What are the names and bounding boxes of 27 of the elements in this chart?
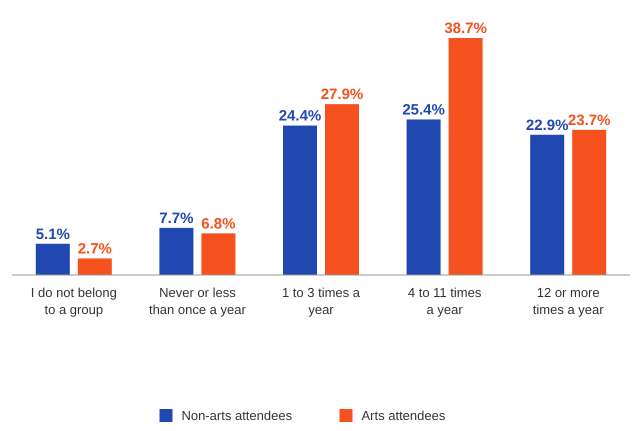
data-label: 5.1% <box>36 226 70 243</box>
data-label: 25.4% <box>402 101 445 118</box>
legend-label: Non-arts attendees <box>182 408 293 423</box>
bar <box>159 228 194 275</box>
bar <box>406 119 441 275</box>
x-tick-label: 12 or more times a year <box>532 285 604 317</box>
bar <box>572 130 606 275</box>
bar <box>283 126 317 275</box>
data-label: 23.7% <box>568 112 610 129</box>
bar <box>78 258 112 275</box>
data-label: 24.4% <box>278 108 322 125</box>
x-tick-label: I do not belong to a group <box>30 285 117 317</box>
bar <box>36 244 70 275</box>
legend-label: Arts attendees <box>362 408 446 423</box>
x-tick-label: 1 to 3 times a year <box>282 285 361 317</box>
x-tick-label: Never or less than once a year <box>148 285 246 317</box>
bar <box>448 38 483 275</box>
data-label: 7.7% <box>159 210 194 227</box>
bar <box>201 233 236 275</box>
data-label: 27.9% <box>320 86 364 104</box>
data-label: 38.7% <box>444 20 487 37</box>
bar <box>530 134 564 275</box>
data-label: 2.7% <box>78 240 112 258</box>
data-label: 22.9% <box>526 116 568 134</box>
x-tick-label: 4 to 11 times a year <box>408 285 482 317</box>
bar <box>325 104 359 275</box>
data-label: 6.8% <box>201 215 236 232</box>
